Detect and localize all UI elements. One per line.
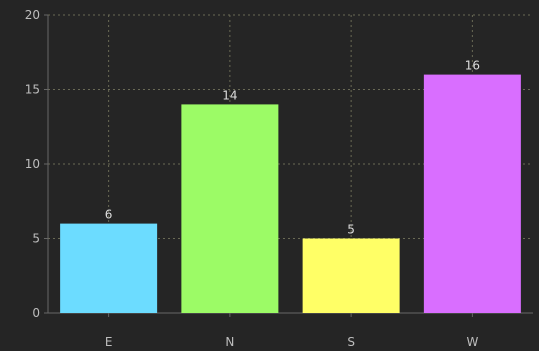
data-label-w: 16 xyxy=(465,59,480,73)
y-tick-label: 15 xyxy=(25,83,40,97)
data-label-e: 6 xyxy=(105,208,113,222)
label-layer: 6 14 5 16 xyxy=(105,59,480,237)
bar-e xyxy=(60,223,158,313)
x-tick-label-w: W xyxy=(466,335,478,349)
y-tick-label: 20 xyxy=(25,8,40,22)
data-label-n: 14 xyxy=(222,88,237,102)
bar-s xyxy=(302,238,400,313)
y-tick-label: 5 xyxy=(32,232,40,246)
x-tick-label-e: E xyxy=(105,335,113,349)
x-tick-label-n: N xyxy=(225,335,234,349)
x-tick-label-s: S xyxy=(347,335,355,349)
bar-layer xyxy=(60,74,521,314)
y-tick-label: 10 xyxy=(25,157,40,171)
data-label-s: 5 xyxy=(347,223,355,237)
bar-w xyxy=(423,74,521,313)
bar-n xyxy=(181,104,279,314)
y-tick-label: 0 xyxy=(32,306,40,320)
